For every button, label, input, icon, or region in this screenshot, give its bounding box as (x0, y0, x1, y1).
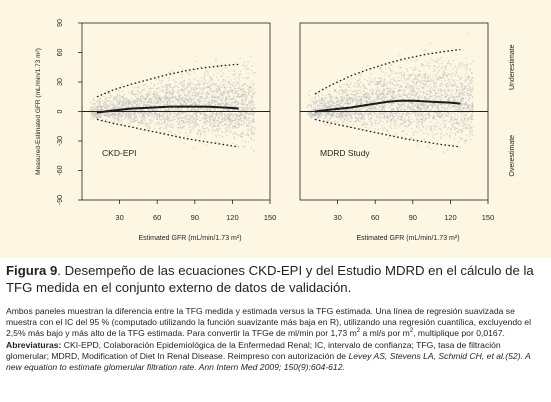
panel-1-upper-97.5-percentile-line (96, 63, 239, 98)
panel-2-overestimate-label: Overestimate (509, 135, 516, 177)
caption-superscript-2: 2 (409, 328, 414, 335)
panel-2-underestimate-label: Underestimate (509, 44, 516, 90)
panel-2-lower-2.5-percentile-line (314, 118, 461, 148)
panel-1-y-tick-label: 30 (57, 78, 64, 86)
panel-2-x-axis-label: Estimated GFR (mL/min/1.73 m²) (356, 235, 459, 242)
abbreviations-label: Abreviaturas: (6, 339, 62, 350)
panel-1-lower-2.5-percentile-line (96, 118, 239, 148)
panel-1-panel-label: CKD-EPI (102, 148, 136, 158)
panel-1-smooth-median-line (96, 105, 239, 114)
caption-text-1: Ambos paneles muestran la diferencia ent… (6, 306, 531, 339)
panel-1-y-tick-label: 0 (57, 109, 64, 113)
panel-1-x-tick-label: 30 (115, 213, 123, 222)
panel-1-x-axis-label: Estimated GFR (mL/min/1.73 m²) (138, 235, 241, 242)
figure-caption-body: Ambos paneles muestran la diferencia ent… (6, 306, 546, 373)
figure-title-text: . Desempeño de las ecuaciones CKD-EPI y … (6, 263, 534, 295)
panel-1-y-tick-label: -30 (57, 136, 64, 146)
panel-1-x-tick-label: 120 (226, 213, 239, 222)
panel-1-y-tick-label: -60 (57, 165, 64, 175)
panel-2-x-tick-label: 120 (444, 213, 457, 222)
panel-2-x-tick-label: 60 (371, 213, 379, 222)
panel-1-x-tick-label: 60 (153, 213, 161, 222)
figure-label: Figura 9 (6, 263, 58, 278)
panel-1-y-tick-label: 60 (57, 49, 64, 57)
caption-superscript-1: 2 (356, 328, 361, 335)
panel-2-x-tick-label: 30 (333, 213, 341, 222)
figure-charts: 30 60 90 120 150 Estimated GFR (mL/min/1.73 m… (35, 19, 516, 242)
panel-1-y-tick-label: 90 (57, 19, 64, 27)
panel-1-x-tick-label: 90 (191, 213, 199, 222)
panel-2-x-tick-label: 150 (482, 213, 495, 222)
caption-text-3: , multiplique por 0,0167. (413, 328, 505, 339)
figure-panel: 30 60 90 120 150 Estimated GFR (mL/min/1.73 m… (0, 0, 551, 258)
citation: Levey AS, Stevens LA, Schmid CH, et al.(… (6, 350, 531, 373)
panel-1-scatter-cloud (89, 55, 256, 152)
caption-text-2: a ml/s por m (360, 328, 410, 339)
panel-2-panel-label: MDRD Study (320, 148, 370, 158)
panel-1-y-axis-label: Measured-Estimated GFR (mL/min/1.73 m²) (35, 48, 42, 175)
figure-caption-title: Figura 9. Desempeño de las ecuaciones CK… (6, 262, 546, 296)
panel-2-upper-97.5-percentile-line (314, 48, 461, 95)
panel-2-x-tick-label: 90 (409, 213, 417, 222)
abbreviations-text: CKI-EPD, Colaboración Epidemiológica de … (6, 339, 501, 361)
panel-1-x-tick-label: 150 (264, 213, 277, 222)
panel-1-y-tick-label: -90 (57, 195, 64, 205)
panel-2-smooth-median-line (314, 99, 461, 113)
